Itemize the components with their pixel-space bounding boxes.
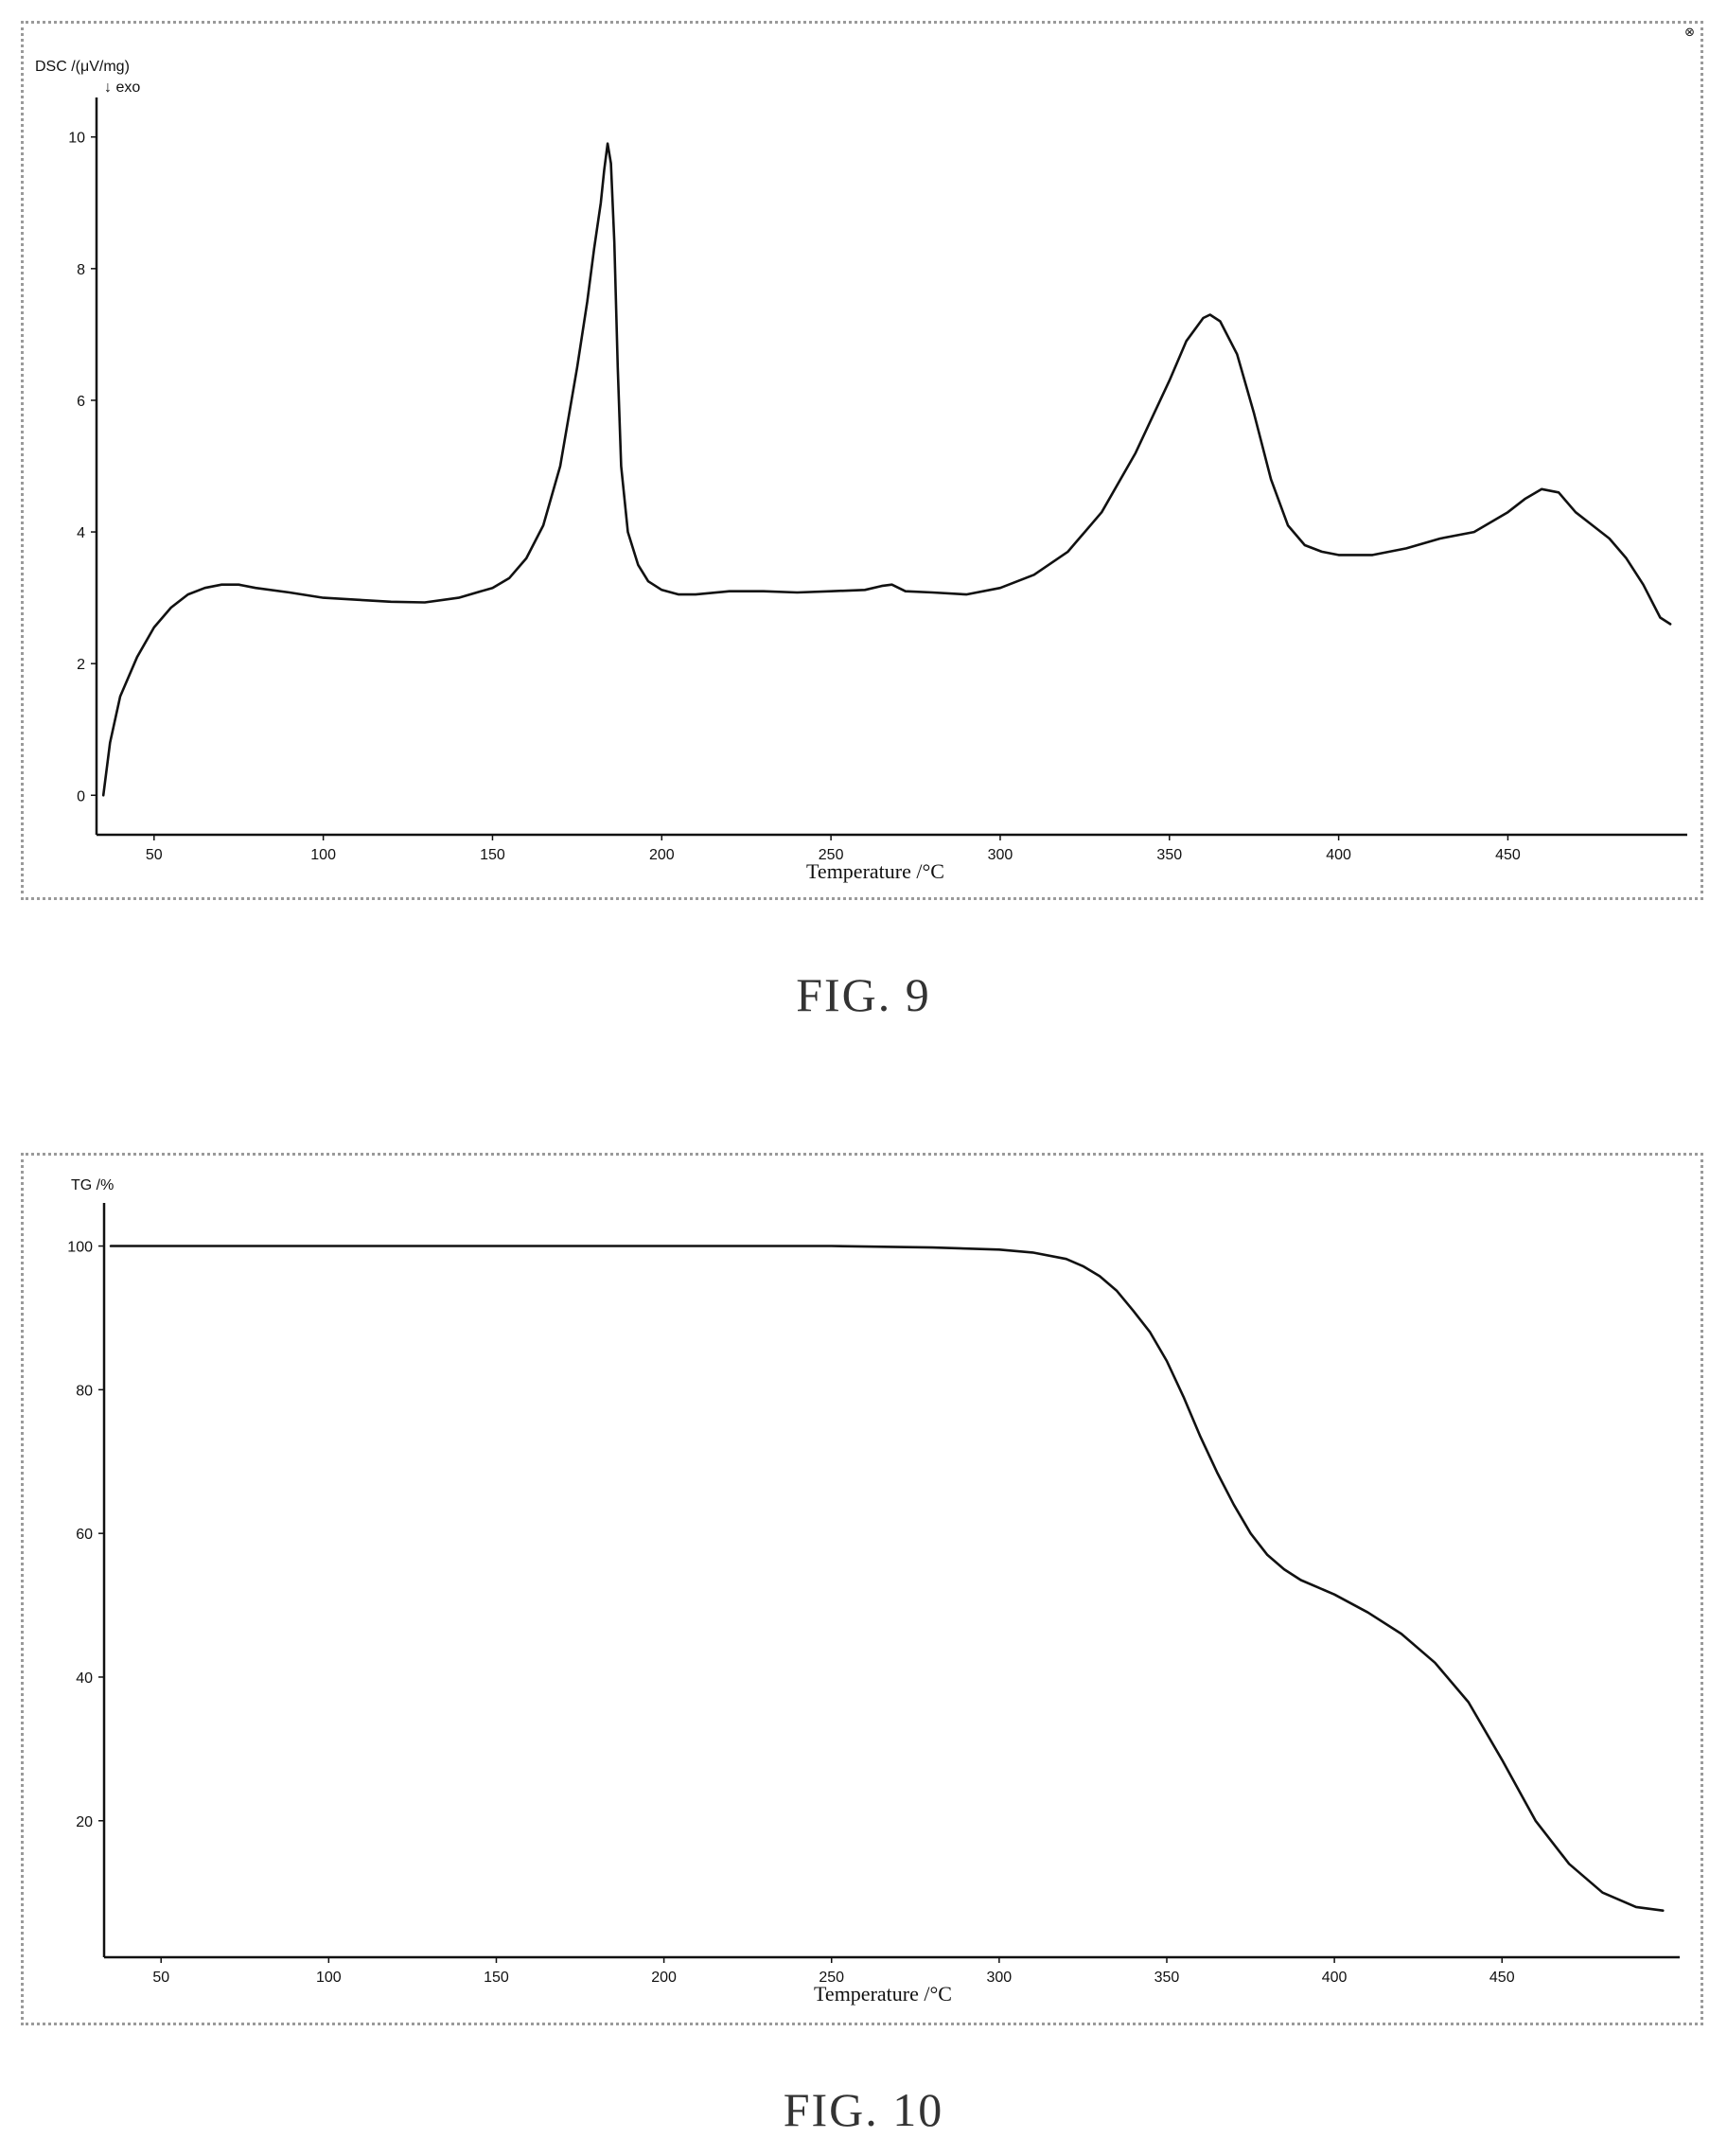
x-tick-label: 350 (1154, 1970, 1180, 1986)
corner-marker-icon: ⊗ (1684, 26, 1695, 40)
x-tick-label: 150 (480, 847, 505, 863)
x-tick-label: 150 (484, 1970, 509, 1986)
x-tick-label: 200 (651, 1970, 677, 1986)
y-tick-label: 2 (77, 657, 85, 673)
dsc-chart-panel: ⊗ 50 100 150 200 250 300 350 400 450 0 2 4 6 8 10 DSC /… (21, 21, 1703, 900)
series-line (101, 142, 1672, 797)
x-axis-label: Temperature /°C (814, 1982, 952, 2006)
y-tick-label: 10 (68, 131, 85, 147)
y-tick-label: 40 (76, 1670, 93, 1687)
x-tick-label: 50 (146, 847, 163, 863)
x-tick-label: 200 (649, 847, 675, 863)
figure-9-caption: FIG. 9 (796, 968, 931, 1021)
y-tick-label: 0 (77, 788, 85, 804)
x-tick-label: 250 (819, 847, 844, 863)
tg-chart-panel: 50 100 150 200 250 300 350 400 450 20 40 60 80 100 TG … (21, 1153, 1703, 2025)
exo-direction-label: ↓ exo (104, 80, 140, 96)
dsc-chart: 50 100 150 200 250 300 350 400 450 0 2 4 6 8 10 DSC /(μ… (35, 59, 1687, 883)
x-tick-label: 450 (1489, 1970, 1515, 1986)
x-tick-label: 300 (988, 847, 1013, 863)
x-tick-label: 400 (1322, 1970, 1348, 1986)
x-tick-label: 300 (987, 1970, 1013, 1986)
y-axis-label: TG /% (71, 1177, 114, 1193)
y-axis-label: DSC /(μV/mg) (35, 59, 130, 75)
x-tick-label: 250 (819, 1970, 844, 1986)
y-tick-label: 20 (76, 1814, 93, 1830)
x-axis-label: Temperature /°C (806, 859, 944, 883)
x-tick-label: 400 (1326, 847, 1351, 863)
x-tick-label: 50 (152, 1970, 169, 1986)
y-tick-label: 80 (76, 1383, 93, 1399)
figure-10-caption: FIG. 10 (783, 2083, 944, 2136)
x-tick-label: 350 (1156, 847, 1182, 863)
series-line (109, 1245, 1665, 1913)
x-tick-label: 450 (1495, 847, 1521, 863)
y-tick-label: 60 (76, 1527, 93, 1543)
y-tick-label: 100 (67, 1240, 93, 1256)
x-tick-label: 100 (310, 847, 336, 863)
y-tick-label: 8 (77, 262, 85, 278)
x-tick-label: 100 (316, 1970, 342, 1986)
y-tick-label: 4 (77, 525, 85, 541)
y-tick-label: 6 (77, 394, 85, 410)
tg-chart: 50 100 150 200 250 300 350 400 450 20 40 60 80 100 TG … (67, 1177, 1680, 2006)
